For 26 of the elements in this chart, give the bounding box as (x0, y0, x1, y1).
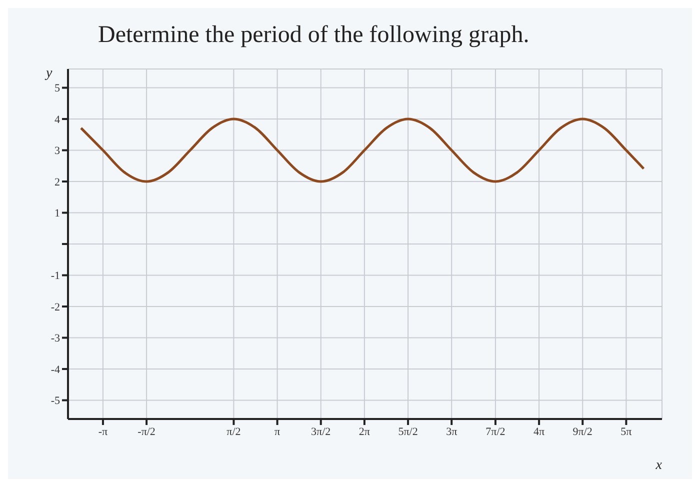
y-tick-label: 2 (54, 176, 60, 188)
x-axis-title: x (654, 458, 663, 473)
x-tick-label: 5π (620, 426, 632, 438)
x-tick-label: 3π/2 (311, 426, 331, 438)
y-tick-label: -1 (50, 270, 60, 282)
x-tick-label: π (274, 426, 281, 438)
y-tick-label: 1 (54, 208, 60, 220)
x-tick-label: 4π (534, 426, 546, 438)
x-tick-label: 3π (446, 426, 458, 438)
x-tick-label: -π/2 (138, 426, 156, 438)
y-tick-label: -2 (50, 301, 60, 314)
line-series (80, 118, 645, 183)
y-tick-label: 3 (54, 145, 60, 158)
y-tick-label: -3 (50, 332, 60, 345)
x-tick-label: -π (98, 426, 108, 438)
x-tick-label: 9π/2 (572, 426, 592, 438)
x-tick-label: 7π/2 (486, 426, 506, 438)
y-tick-label: -4 (50, 364, 60, 376)
x-tick-label: π/2 (226, 426, 241, 438)
y-axis-title: y (44, 66, 53, 81)
x-tick-label: 5π/2 (398, 426, 418, 438)
y-tick-label: 5 (54, 82, 60, 95)
y-tick-label: 4 (54, 114, 60, 126)
y-tick-label: -5 (50, 395, 60, 408)
chart-title: Determine the period of the following graph. (97, 21, 530, 49)
x-tick-label: 2π (358, 426, 370, 438)
